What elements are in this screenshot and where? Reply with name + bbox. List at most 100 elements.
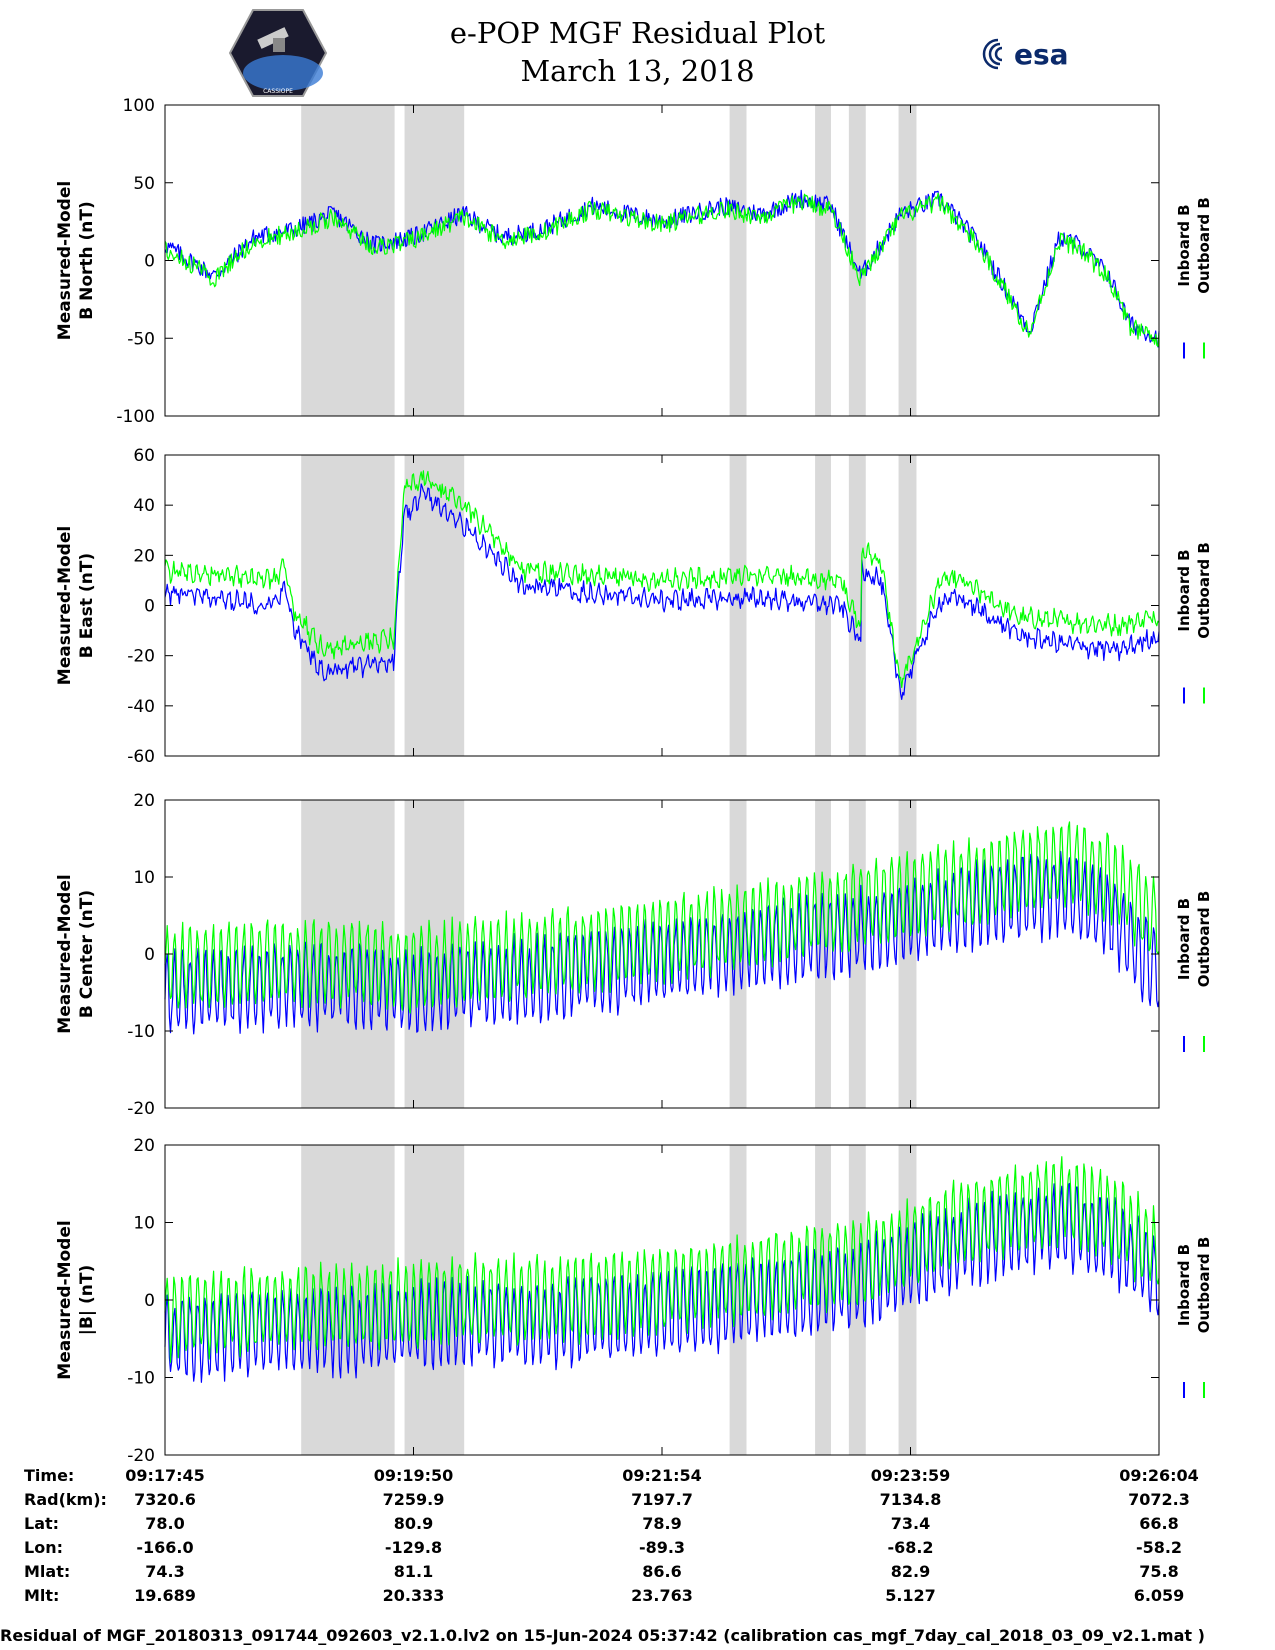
info-value: -68.2 [887, 1538, 934, 1557]
shaded-interval-1-3 [815, 455, 831, 756]
info-value: 7259.9 [382, 1490, 445, 1509]
shaded-interval-0-0 [301, 105, 395, 416]
legend-label-inboard-0: Inboard B [1175, 204, 1193, 286]
y-axis-label-2: Measured-Model [55, 874, 75, 1033]
series-line-outboard-b-3 [164, 1156, 1160, 1363]
y-tick-label-0-3: -50 [127, 329, 155, 349]
y-tick-label-1-6: -60 [127, 747, 155, 767]
info-value: 80.9 [393, 1514, 434, 1533]
legend-label-outboard-2: Outboard B [1195, 891, 1213, 988]
info-value: 78.9 [642, 1514, 682, 1533]
shaded-interval-2-3 [815, 800, 831, 1108]
info-value: 74.3 [145, 1562, 185, 1581]
y-tick-label-0-2: 0 [144, 252, 155, 272]
y-axis-label-0: Measured-Model [55, 181, 75, 340]
y-tick-label-3-2: 0 [144, 1291, 155, 1311]
y-tick-label-1-0: 60 [133, 446, 155, 466]
info-value: -129.8 [384, 1538, 443, 1557]
esa-logo-icon: esa [982, 38, 1069, 71]
esa-logo-text: esa [1014, 38, 1069, 71]
satellite-mission-logo-icon: CASSIOPE [228, 9, 328, 97]
info-value: 86.6 [642, 1562, 682, 1581]
shaded-interval-1-5 [898, 455, 917, 756]
shaded-interval-0-1 [404, 105, 465, 416]
info-row-label: Mlt: [24, 1586, 60, 1605]
y-tick-label-2-4: -20 [127, 1099, 155, 1119]
legend-label-inboard-3: Inboard B [1175, 1244, 1193, 1326]
shaded-interval-3-5 [898, 1145, 917, 1455]
info-value: 7072.3 [1128, 1490, 1190, 1509]
info-row-label: Lon: [24, 1538, 63, 1557]
info-value: -58.2 [1135, 1538, 1183, 1557]
legend-label-outboard-1: Outboard B [1195, 542, 1213, 639]
orbit-info-table: Time: 09:17:45 09:19:50 09:21:54 09:23:59 09:… [0, 1466, 1275, 1616]
info-value: 09:21:54 [622, 1466, 702, 1485]
info-value: 09:23:59 [870, 1466, 951, 1485]
shaded-interval-3-3 [815, 1145, 831, 1455]
info-value: 73.4 [890, 1514, 931, 1533]
info-value: 6.059 [1133, 1586, 1185, 1605]
y-axis-label-unit-2: B Center (nT) [77, 890, 97, 1018]
shaded-interval-3-2 [729, 1145, 747, 1455]
y-tick-label-0-1: 50 [133, 174, 155, 194]
info-value: 78.0 [145, 1514, 185, 1533]
y-tick-label-2-2: 0 [144, 945, 155, 965]
y-tick-label-1-2: 20 [133, 546, 155, 566]
info-value: 20.333 [382, 1586, 445, 1605]
info-value: 75.8 [1139, 1562, 1179, 1581]
y-tick-label-2-1: 10 [133, 868, 155, 888]
info-value: -166.0 [136, 1538, 194, 1557]
y-tick-label-2-0: 20 [133, 791, 155, 811]
y-tick-label-3-3: -10 [127, 1369, 155, 1389]
info-value: 7134.8 [879, 1490, 942, 1509]
info-value: 09:19:50 [373, 1466, 454, 1485]
info-value: 7197.7 [631, 1490, 693, 1509]
shaded-interval-2-1 [404, 800, 465, 1108]
info-value: 09:26:04 [1119, 1466, 1199, 1485]
info-value: 23.763 [631, 1586, 693, 1605]
y-axis-label-unit-3: |B| (nT) [77, 1265, 97, 1336]
shaded-interval-3-0 [301, 1145, 395, 1455]
info-row-label: Lat: [24, 1514, 60, 1533]
info-value: 7320.6 [134, 1490, 196, 1509]
series-line-inboard-b-1 [164, 483, 1160, 700]
info-value: 66.8 [1139, 1514, 1179, 1533]
shaded-interval-2-2 [729, 800, 747, 1108]
y-tick-label-1-1: 40 [133, 496, 155, 516]
legend-label-outboard-0: Outboard B [1195, 197, 1213, 294]
info-row-label: Rad(km): [24, 1490, 107, 1509]
legend-label-inboard-2: Inboard B [1175, 898, 1193, 980]
info-value: 5.127 [885, 1586, 936, 1605]
series-line-outboard-b-2 [164, 821, 1160, 1014]
series-line-outboard-b-0 [164, 192, 1160, 347]
y-tick-label-1-4: -20 [127, 647, 155, 667]
y-tick-label-1-5: -40 [127, 697, 155, 717]
info-row-label: Mlat: [24, 1562, 71, 1581]
y-tick-label-3-4: -20 [127, 1446, 155, 1466]
info-value: 82.9 [890, 1562, 931, 1581]
y-axis-label-unit-0: B North (nT) [77, 201, 97, 320]
y-axis-label-3: Measured-Model [55, 1220, 75, 1379]
logo-left-text: CASSIOPE [263, 88, 293, 95]
info-value: -89.3 [638, 1538, 686, 1557]
info-value: 81.1 [393, 1562, 434, 1581]
chart-date: March 13, 2018 [520, 54, 755, 88]
y-tick-label-1-3: 0 [144, 597, 155, 617]
legend-label-inboard-1: Inboard B [1175, 549, 1193, 631]
shaded-interval-2-0 [301, 800, 395, 1108]
info-row-label: Time: [24, 1466, 75, 1485]
footer-caption: Residual of MGF_20180313_091744_092603_v… [0, 1626, 1205, 1645]
y-tick-label-3-0: 20 [133, 1136, 155, 1156]
shaded-interval-0-3 [815, 105, 831, 416]
y-tick-label-0-0: 100 [123, 96, 155, 116]
shaded-interval-1-4 [848, 455, 866, 756]
shaded-interval-0-5 [898, 105, 917, 416]
shaded-interval-2-5 [898, 800, 917, 1108]
legend-label-outboard-3: Outboard B [1195, 1237, 1213, 1334]
y-tick-label-2-3: -10 [127, 1022, 155, 1042]
y-axis-label-1: Measured-Model [55, 526, 75, 685]
series-line-outboard-b-1 [164, 470, 1160, 688]
shaded-interval-1-0 [301, 455, 395, 756]
chart-title: e-POP MGF Residual Plot [449, 16, 826, 50]
